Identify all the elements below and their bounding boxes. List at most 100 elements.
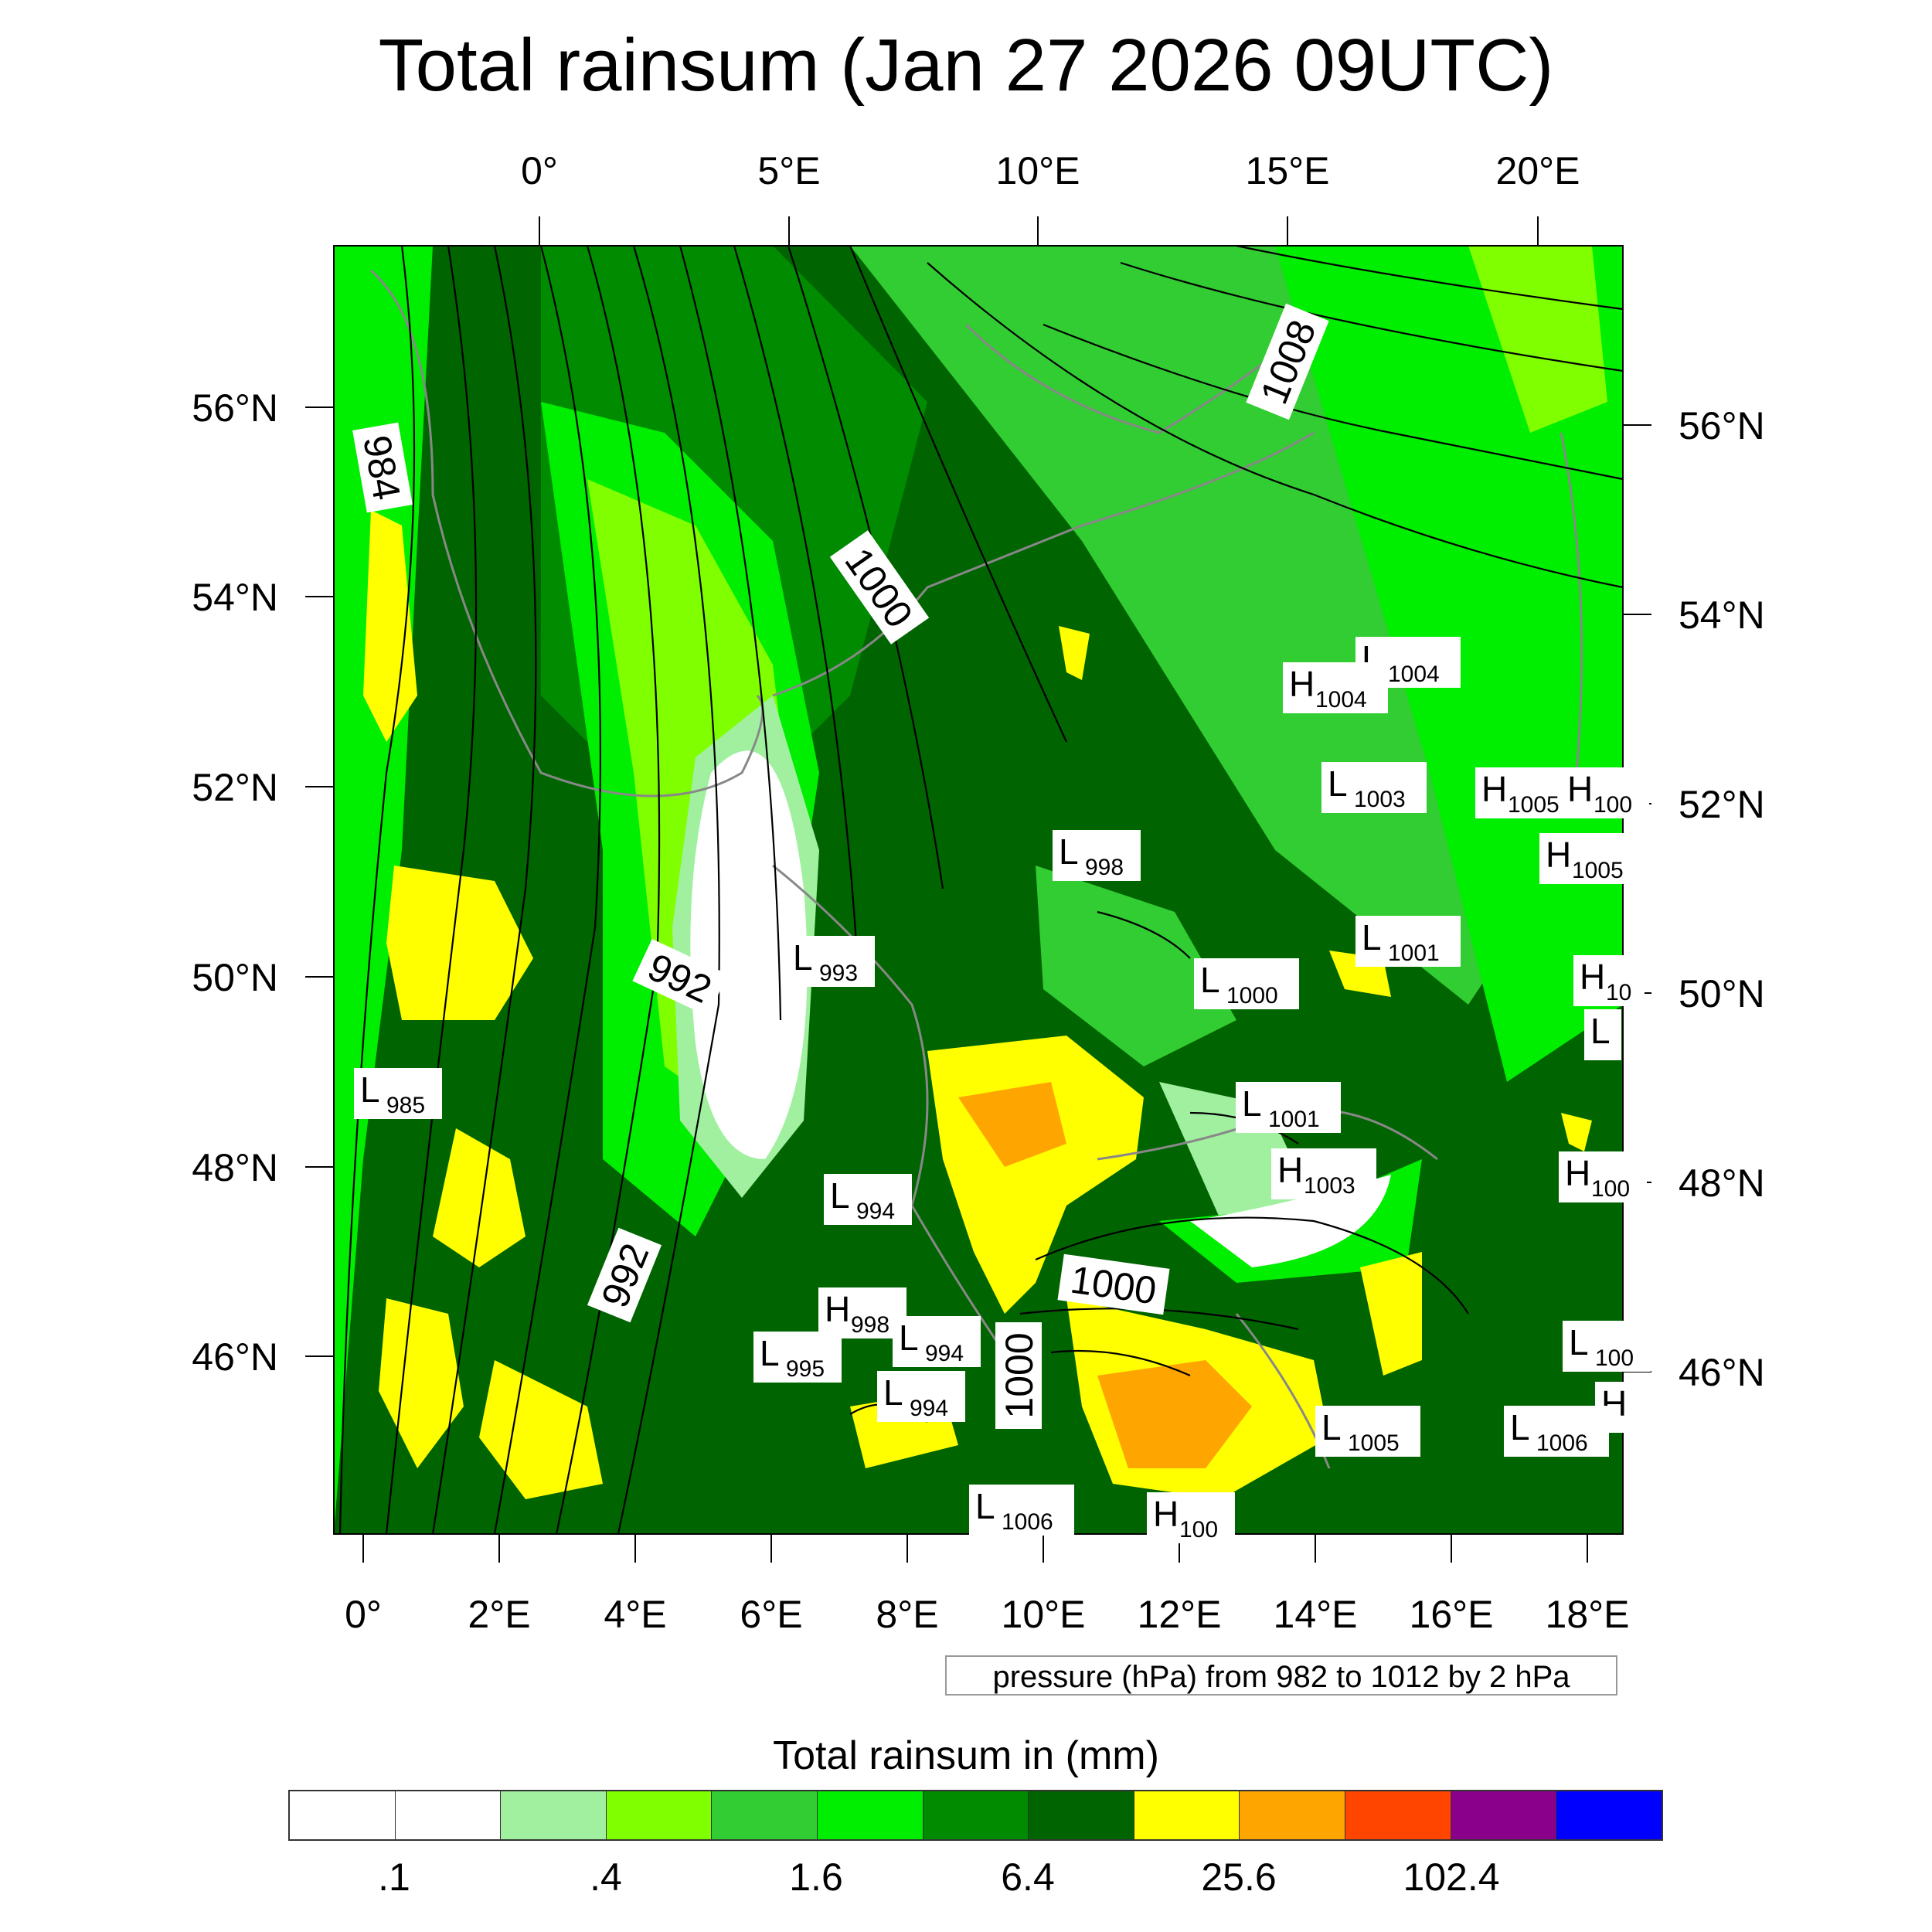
pressure-type: L (1569, 1322, 1589, 1362)
left-axis-label: 54°N (192, 576, 278, 619)
pressure-value: 998 (1085, 855, 1124, 880)
bottom-axis-label: 10°E (1002, 1593, 1086, 1636)
pressure-center-label: H 1004 (1283, 662, 1388, 713)
pressure-value: 1005 (1348, 1430, 1400, 1456)
left-axis-label: 50°N (192, 956, 278, 999)
pressure-center-label: L 1006 (1504, 1406, 1609, 1457)
colorbar-swatch (1240, 1791, 1346, 1839)
pressure-value: 998 (851, 1312, 889, 1338)
top-axis-label: 20°E (1496, 149, 1580, 192)
pressure-value: 1001 (1268, 1107, 1320, 1132)
pressure-center-label: L 995 (753, 1332, 842, 1383)
pressure-value: 1001 (1388, 940, 1440, 966)
pressure-center-label: L 994 (824, 1174, 912, 1225)
colorbar-swatch (818, 1791, 923, 1839)
pressure-center-label: L 1000 (1194, 958, 1299, 1009)
pressure-type: H (1546, 835, 1571, 875)
left-axis-label: 48°N (192, 1146, 278, 1189)
bottom-axis-label: 8°E (876, 1593, 938, 1636)
bottom-axis-label: 12°E (1138, 1593, 1222, 1636)
pressure-type: H (1277, 1150, 1303, 1190)
left-axis-label: 46°N (192, 1335, 278, 1379)
colorbar-swatch (712, 1791, 818, 1839)
bottom-axis-label: 18°E (1546, 1593, 1630, 1636)
isobar-label: 984 (352, 422, 413, 513)
pressure-type: L (1362, 917, 1382, 957)
pressure-center-label: L 994 (877, 1371, 965, 1422)
bottom-axis-label: 6°E (740, 1593, 802, 1636)
pressure-value: 1004 (1388, 662, 1440, 687)
pressure-value: 1004 (1315, 687, 1367, 713)
colorbar-swatch (1556, 1791, 1662, 1839)
colorbar-swatch (1451, 1791, 1557, 1839)
pressure-type: L (899, 1318, 919, 1358)
isobar-label: 1000 (995, 1322, 1042, 1429)
pressure-value: 1003 (1354, 787, 1406, 812)
colorbar-tick-label: 102.4 (1403, 1855, 1500, 1899)
colorbar-tick-label: 6.4 (1001, 1855, 1055, 1899)
bottom-axis-label: 4°E (604, 1593, 666, 1636)
pressure-type: H (1481, 769, 1507, 809)
pressure-value: 995 (786, 1356, 825, 1382)
pressure-value: 994 (856, 1199, 895, 1224)
pressure-value: 993 (819, 961, 858, 986)
axis-labels: 0° 5°E 10°E 15°E 20°E 0° 2°E 4°E 6°E 8°E 10°E 12°E 1… (192, 149, 1764, 1636)
pressure-type: H (1153, 1494, 1179, 1534)
pressure-center-label: L 1001 (1355, 916, 1461, 967)
pressure-type: L (1321, 1407, 1342, 1447)
pressure-value: 994 (925, 1341, 964, 1366)
pressure-value: 100 (1595, 1345, 1634, 1371)
pressure-value: 100 (1594, 792, 1632, 818)
pressure-type: L (360, 1070, 380, 1110)
right-axis-label: 56°N (1679, 404, 1765, 447)
right-axis-label: 54°N (1679, 594, 1765, 637)
pressure-value: 1005 (1572, 858, 1624, 883)
pressure-center-label: H 10 (1573, 955, 1645, 1006)
pressure-type: H (1567, 769, 1593, 809)
pressure-type: L (1510, 1407, 1530, 1447)
colorbar (288, 1790, 1663, 1841)
bottom-axis-label: 16°E (1410, 1593, 1494, 1636)
colorbar-tick-label: 1.6 (789, 1855, 843, 1899)
pressure-center-label: H 998 (818, 1287, 906, 1338)
pressure-center-label: L 1006 (969, 1485, 1074, 1536)
colorbar-swatch (923, 1791, 1029, 1839)
left-axis-label: 52°N (192, 766, 278, 809)
pressure-value: 994 (910, 1396, 948, 1421)
pressure-center-label: L 1001 (1236, 1082, 1341, 1133)
bottom-axis-label: 2°E (468, 1593, 530, 1636)
pressure-type: L (1328, 764, 1348, 804)
isobar-label: 992 (587, 1227, 662, 1323)
pressure-type: L (1200, 960, 1220, 1000)
pressure-type: L (883, 1372, 903, 1413)
right-axis-label: 50°N (1679, 972, 1765, 1015)
pressure-type: L (830, 1175, 850, 1216)
colorbar-swatch (501, 1791, 607, 1839)
svg-text:1000: 1000 (998, 1332, 1041, 1418)
pressure-value: 1003 (1304, 1173, 1355, 1199)
colorbar-swatch (290, 1791, 396, 1839)
right-axis-label: 48°N (1679, 1162, 1765, 1205)
pressure-center-label: L 985 (354, 1068, 442, 1119)
top-axis-label: 5°E (757, 149, 820, 192)
pressure-center-label: L 998 (1053, 830, 1141, 881)
pressure-value: 1006 (1002, 1509, 1053, 1535)
left-axis-label: 56°N (192, 386, 278, 430)
pressure-center-label: H 100 (1561, 767, 1649, 818)
colorbar-tick-label: .4 (590, 1855, 622, 1899)
pressure-center-label: L 1003 (1321, 762, 1427, 813)
pressure-value: 1005 (1508, 792, 1560, 818)
pressure-type: L (760, 1333, 780, 1373)
top-axis-label: 10°E (996, 149, 1080, 192)
colorbar-tick-label: 25.6 (1201, 1855, 1277, 1899)
pressure-center-label: L 1005 (1315, 1406, 1420, 1457)
pressure-center-label: L 993 (787, 936, 875, 987)
pressure-center-label: L (1584, 1009, 1621, 1060)
isobar-label: 1000 (1057, 1253, 1170, 1315)
right-axis-label: 52°N (1679, 783, 1765, 826)
colorbar-swatch (1029, 1791, 1134, 1839)
right-axis-label: 46°N (1679, 1351, 1765, 1394)
pressure-value: 100 (1591, 1176, 1630, 1202)
